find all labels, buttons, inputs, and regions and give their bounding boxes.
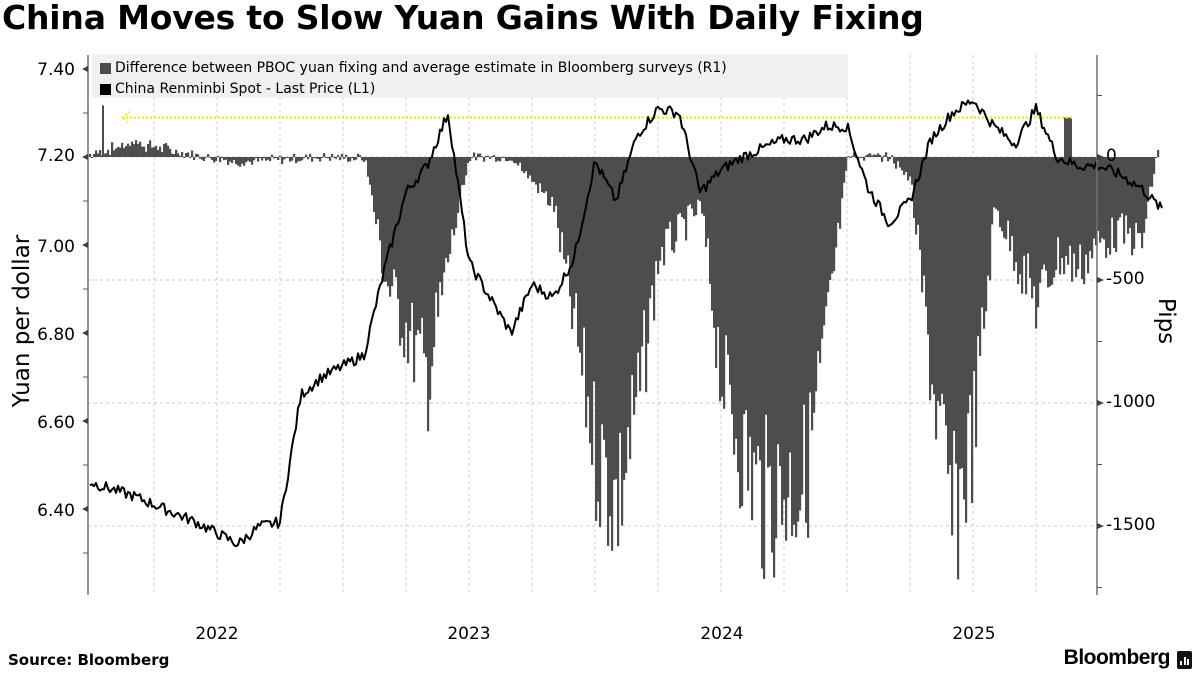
right-tick: -1500 (1106, 515, 1156, 535)
chart-title: China Moves to Slow Yuan Gains With Dail… (2, 0, 924, 37)
right-tick: 0 (1106, 146, 1117, 166)
legend-label: Difference between PBOC yuan fixing and … (115, 60, 727, 76)
left-tick: 6.60 (37, 413, 75, 433)
left-tick: 7.00 (37, 237, 75, 257)
x-tick: 2025 (952, 624, 996, 644)
left-tick: 7.40 (37, 60, 75, 80)
right-axis-label: Pips (1153, 297, 1179, 345)
left-tick: 7.20 (37, 146, 75, 166)
source-note: Source: Bloomberg (8, 651, 170, 669)
left-tick: 6.80 (37, 325, 75, 345)
x-tick: 2022 (195, 624, 239, 644)
legend-swatch (100, 62, 111, 74)
highlight-line (120, 111, 1072, 125)
x-tick: 2023 (447, 624, 491, 644)
bar-series (89, 105, 1160, 580)
legend-swatch (100, 83, 111, 95)
bloomberg-chart-icon (1177, 651, 1192, 669)
legend-label: China Renminbi Spot - Last Price (L1) (115, 81, 376, 97)
right-tick: -500 (1106, 269, 1145, 289)
legend-item-fixing-diff: Difference between PBOC yuan fixing and … (100, 60, 727, 76)
legend-item-spot: China Renminbi Spot - Last Price (L1) (100, 81, 375, 97)
legend: Difference between PBOC yuan fixing and … (92, 54, 848, 98)
x-tick: 2024 (700, 624, 744, 644)
line-series (89, 99, 1163, 548)
right-tick: -1000 (1106, 392, 1156, 412)
axes (82, 55, 1104, 595)
brand-logo: Bloomberg (1063, 646, 1171, 669)
left-tick: 6.40 (37, 501, 75, 521)
